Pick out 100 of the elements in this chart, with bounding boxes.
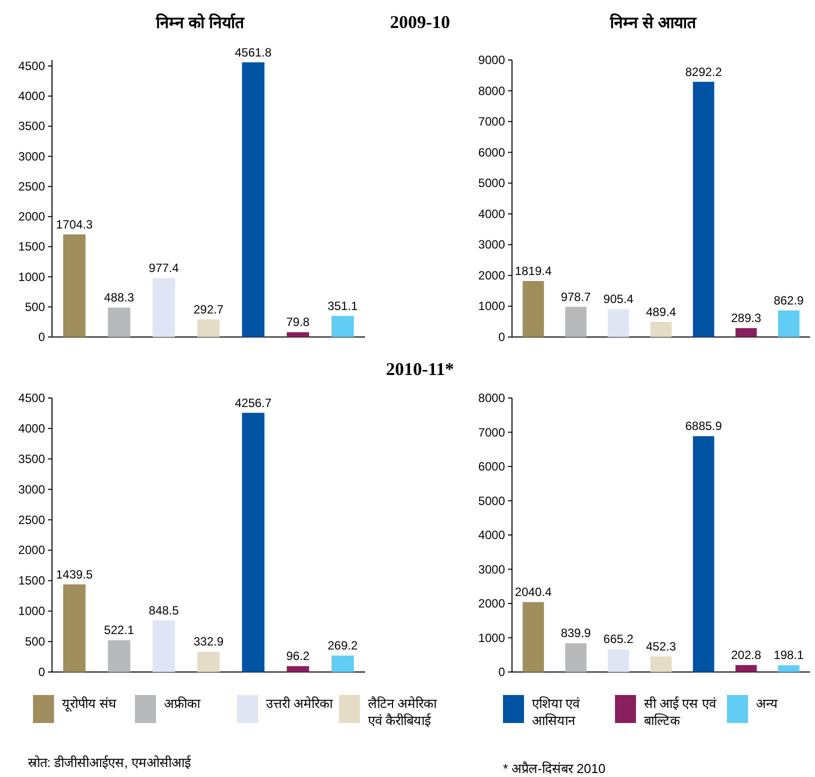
y-tick-label: 0 (38, 665, 46, 679)
data-label: 332.9 (193, 634, 224, 649)
bar (152, 278, 175, 337)
bar (608, 309, 630, 337)
legend-label: उत्तरी अमेरिका (266, 695, 334, 712)
y-tick-label: 500 (24, 634, 46, 649)
data-label: 2040.4 (514, 585, 552, 600)
data-label: 1439.5 (56, 567, 94, 582)
bar (63, 584, 86, 672)
y-tick-label: 3500 (18, 119, 46, 134)
data-label: 978.7 (560, 290, 592, 304)
bar (197, 652, 220, 672)
data-label: 96.2 (286, 649, 310, 664)
data-label: 977.4 (148, 261, 180, 276)
data-label: 6885.9 (685, 419, 722, 434)
y-tick-label: 3000 (18, 482, 46, 496)
bar (522, 602, 544, 672)
bar (108, 308, 130, 337)
legend-label: अन्य (756, 695, 779, 712)
bar (692, 436, 714, 672)
bar (608, 649, 630, 672)
y-tick-label: 8000 (478, 391, 506, 405)
y-tick-label: 1000 (478, 299, 506, 314)
data-label: 79.8 (286, 315, 310, 330)
text: * अप्रैल-दिसंबर 2010 (503, 761, 606, 776)
bar (197, 319, 220, 337)
y-tick-label: 2000 (18, 543, 46, 558)
y-tick-label: 1000 (18, 604, 46, 618)
y-tick-label: 9000 (478, 53, 506, 67)
bar (778, 310, 800, 337)
y-tick-label: 1000 (18, 270, 46, 284)
y-tick-label: 3000 (478, 562, 506, 576)
y-tick-label: 2000 (18, 210, 46, 224)
y-tick-label: 4000 (18, 89, 46, 104)
chart-title: निम्न से आयात (609, 13, 697, 32)
bar (736, 328, 757, 337)
y-tick-label: 7000 (478, 425, 506, 440)
legend-label: यूरोपीय संघ (62, 695, 118, 712)
data-label: 848.5 (148, 603, 180, 618)
text: स्रोत: डीजीसीआईएस, एमओसीआई (28, 755, 192, 770)
data-label: 202.8 (731, 648, 762, 662)
y-tick-label: 0 (498, 665, 506, 679)
bar (242, 412, 264, 672)
y-tick-label: 4000 (18, 421, 46, 436)
y-tick-label: 1500 (18, 574, 46, 588)
y-tick-label: 1000 (478, 630, 506, 645)
y-tick-label: 2500 (18, 512, 46, 527)
bar (63, 234, 86, 337)
y-tick-label: 2000 (478, 268, 506, 282)
data-label: 665.2 (603, 632, 634, 646)
y-tick-label: 4000 (478, 528, 506, 542)
y-tick-label: 7000 (478, 114, 506, 129)
bar (650, 322, 672, 337)
y-tick-label: 8000 (478, 84, 506, 98)
data-label: 351.1 (328, 298, 358, 313)
data-label: 522.1 (104, 623, 134, 638)
bar (331, 316, 354, 337)
bar (152, 620, 175, 672)
data-label: 488.3 (104, 290, 134, 305)
bar (522, 281, 544, 337)
data-label: 489.4 (646, 304, 676, 319)
data-label: 4561.8 (234, 45, 272, 60)
data-label: 839.9 (560, 626, 592, 640)
data-label: 1704.3 (56, 217, 94, 232)
bar (692, 82, 714, 337)
y-tick-label: 5000 (478, 176, 506, 190)
legend-label: एशिया एवं आसियान (532, 695, 581, 729)
y-tick-label: 0 (498, 330, 506, 344)
bar (736, 665, 757, 672)
y-tick-label: 3000 (18, 149, 46, 164)
bar (565, 306, 586, 337)
data-label: 269.2 (328, 638, 358, 653)
legend-label: लैटिन अमेरिका एवं कैरीबियाई (368, 695, 438, 729)
data-label: 292.7 (193, 302, 224, 316)
y-tick-label: 6000 (478, 145, 506, 160)
y-tick-label: 4000 (478, 206, 506, 221)
y-tick-label: 2000 (478, 596, 506, 610)
y-tick-label: 2500 (18, 179, 46, 194)
data-label: 862.9 (774, 293, 804, 308)
data-label: 452.3 (646, 640, 676, 654)
chart-title: निम्न को निर्यात (155, 13, 245, 32)
bar (286, 332, 310, 337)
y-tick-label: 1500 (18, 240, 46, 254)
data-label: 289.3 (731, 311, 762, 326)
bar (650, 656, 672, 672)
y-tick-label: 3500 (18, 452, 46, 466)
data-label: 198.1 (774, 648, 804, 662)
legend-label: सी आई एस एवं बाल्टिक (644, 695, 718, 729)
y-tick-label: 0 (38, 330, 46, 344)
bar (778, 665, 800, 672)
data-label: 905.4 (603, 292, 634, 306)
text: 2010-11* (386, 359, 454, 379)
text: 2009-10 (390, 12, 450, 32)
data-label: 8292.2 (685, 64, 722, 79)
bar (565, 643, 586, 672)
y-tick-label: 4500 (18, 59, 46, 74)
bar (108, 640, 130, 672)
bar (242, 62, 264, 337)
y-tick-label: 4500 (18, 391, 46, 405)
y-tick-label: 500 (24, 300, 46, 314)
